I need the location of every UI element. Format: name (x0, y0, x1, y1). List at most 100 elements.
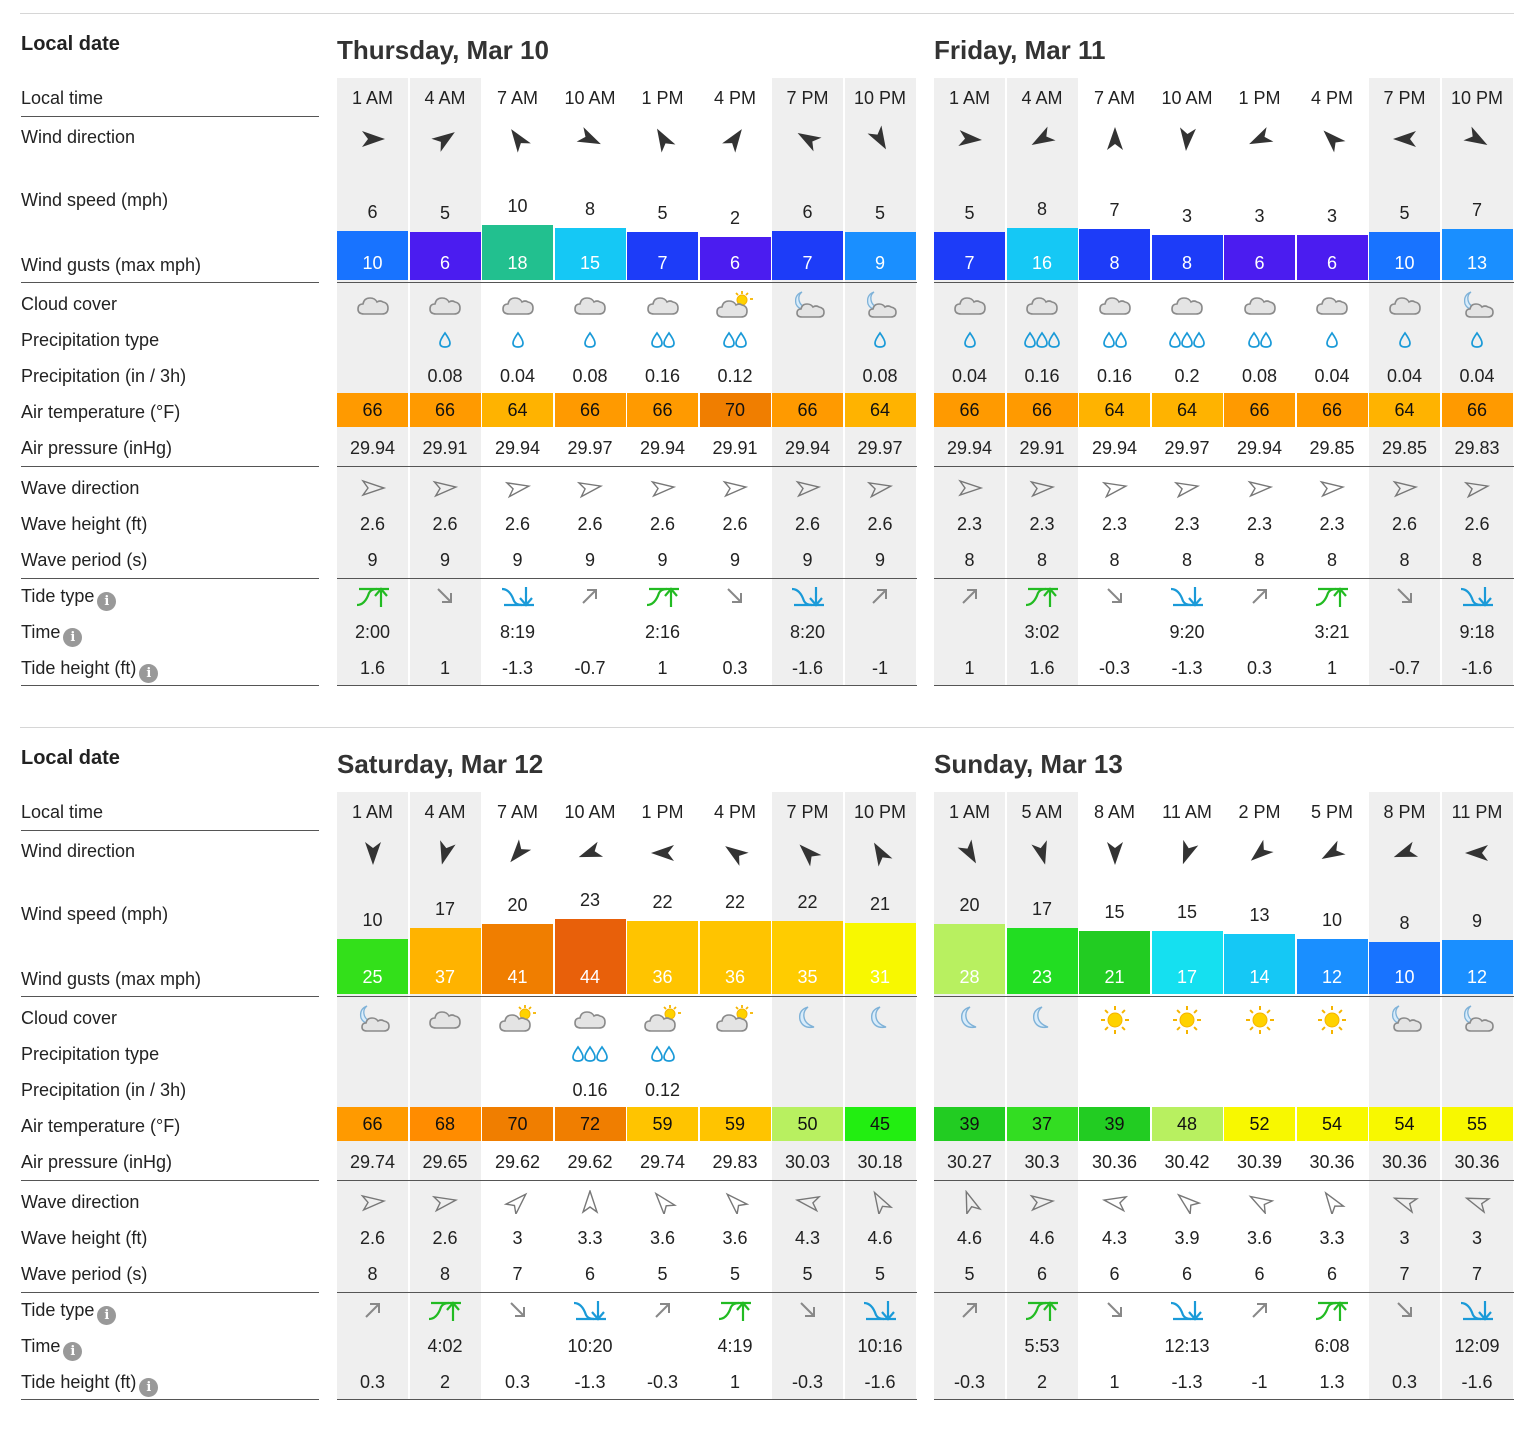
air-temperature-cell: 52 (1224, 1107, 1295, 1141)
wind-direction-arrow-icon (1442, 124, 1513, 154)
precipitation-value: 0.08 (862, 366, 898, 386)
wave-period-value: 9 (729, 550, 740, 570)
rain-drop-icon (1079, 331, 1150, 349)
tide-rise-icon (627, 1299, 698, 1321)
wave-direction-arrow-icon (772, 476, 843, 500)
air-pressure-value: 29.62 (494, 1152, 541, 1172)
wave-height-value: 2.3 (1246, 514, 1273, 534)
wind-gust-cell: 21 (1079, 960, 1150, 994)
wind-direction-arrow-icon (1152, 124, 1223, 154)
time-label: 11 PM (1451, 802, 1503, 822)
wind-gust-cell: 6 (699, 246, 771, 280)
wave-height-value: 2.6 (649, 514, 676, 534)
wind-speed-value: 10 (507, 196, 528, 216)
wind-direction-arrow-icon (627, 124, 698, 154)
label-tideh: Tide height (ft) i (21, 657, 319, 683)
tide-low-icon (555, 1299, 626, 1323)
air-pressure-value: 29.94 (784, 438, 831, 458)
label-text: Wave direction (21, 1192, 140, 1212)
wind-direction-arrow-icon (1297, 838, 1368, 868)
wave-direction-arrow-icon (1079, 1190, 1150, 1214)
tide-fall-icon (410, 585, 481, 607)
time-label: 1 AM (351, 88, 394, 108)
time-label: 8 AM (1093, 802, 1136, 822)
tide-time-value: 8:19 (499, 622, 536, 642)
tide-high-icon (337, 585, 408, 609)
wave-period-value: 8 (367, 1264, 378, 1284)
label-wavep: Wave period (s) (21, 549, 319, 571)
row-divider (337, 1180, 917, 1181)
info-icon[interactable]: i (139, 1378, 159, 1397)
info-icon[interactable]: i (63, 628, 83, 647)
tide-time-value: 10:20 (567, 1336, 613, 1356)
row-divider (934, 466, 1514, 467)
label-text: Air temperature (°F) (21, 1116, 181, 1136)
wave-direction-arrow-icon (1007, 1190, 1078, 1214)
air-pressure-value: 29.62 (567, 1152, 613, 1172)
air-pressure-value: 30.36 (1454, 1152, 1500, 1172)
cloudy-icon (482, 290, 553, 318)
sun-icon (1079, 1004, 1150, 1036)
wind-gust-cell: 14 (1224, 960, 1295, 994)
wind-gust-cell: 6 (1296, 246, 1368, 280)
label-temp: Air temperature (°F) (21, 401, 319, 423)
tide-fall-icon (772, 1299, 843, 1321)
wave-direction-arrow-icon (627, 1190, 698, 1214)
label-press: Air pressure (inHg) (21, 437, 319, 459)
tide-height-value: 0.3 (504, 1372, 531, 1392)
wave-period-value: 8 (1399, 550, 1410, 570)
wind-speed-value: 10 (362, 910, 383, 930)
wave-height-value: 2.3 (1029, 514, 1055, 534)
wave-direction-arrow-icon (700, 476, 771, 500)
wind-speed-value: 6 (802, 202, 813, 222)
wave-period-value: 9 (874, 550, 885, 570)
hour-column: 1 PM 3 6 0.08 66 29.94 2.3 8 0.3 (1224, 78, 1295, 685)
air-pressure-value: 29.94 (494, 438, 541, 458)
info-icon[interactable]: i (63, 1342, 83, 1361)
label-text: Local date (21, 33, 120, 55)
wind-gust-cell: 44 (554, 960, 626, 994)
air-pressure-value: 29.97 (1164, 438, 1210, 458)
wind-speed-value: 15 (1176, 902, 1198, 922)
rain-drop-icon (1297, 331, 1368, 349)
row-divider (934, 996, 1514, 997)
label-text: Tide type (21, 586, 95, 606)
air-pressure-value: 29.94 (1236, 438, 1283, 458)
air-pressure-value: 29.83 (712, 1152, 758, 1172)
partly-sunny-icon (700, 1004, 771, 1034)
moon-icon (772, 1004, 843, 1034)
info-icon[interactable]: i (139, 664, 159, 683)
tide-time-value: 9:18 (1459, 622, 1495, 642)
wind-direction-arrow-icon (1007, 124, 1078, 154)
row-divider (21, 1399, 319, 1400)
tide-low-icon (845, 1299, 916, 1323)
wind-gust-cell: 35 (772, 960, 843, 994)
label-text: Wave height (ft) (21, 514, 148, 534)
label-text: Air pressure (inHg) (21, 1152, 173, 1172)
wind-gust-cell: 23 (1006, 960, 1078, 994)
hour-column: 7 PM 22 35 50 30.03 4.3 5 -0.3 (772, 792, 843, 1399)
wind-speed-bar (1224, 934, 1295, 960)
air-pressure-value: 30.36 (1381, 1152, 1428, 1172)
time-label: 2 PM (1238, 802, 1281, 822)
time-label: 4 AM (424, 802, 466, 822)
label-text: Wind direction (21, 127, 136, 147)
info-icon[interactable]: i (97, 592, 117, 611)
wind-direction-arrow-icon (1297, 124, 1368, 154)
label-text: Precipitation (in / 3h) (21, 1080, 187, 1100)
air-temperature-cell: 70 (482, 1107, 553, 1141)
air-pressure-value: 29.97 (567, 438, 613, 458)
air-temperature-cell: 66 (554, 393, 626, 427)
precipitation-value: 0.16 (572, 1080, 608, 1100)
info-icon[interactable]: i (97, 1306, 117, 1325)
rain-drop-icon (1224, 331, 1295, 349)
wind-direction-arrow-icon (1079, 838, 1150, 868)
wave-period-value: 6 (584, 1264, 595, 1284)
tide-height-value: -1.3 (501, 658, 534, 678)
label-text: Local date (21, 747, 120, 769)
wave-period-value: 8 (964, 550, 975, 570)
hour-column: 5 PM 10 12 54 30.36 3.3 6 6:08 1.3 (1296, 792, 1368, 1399)
tide-low-icon (482, 585, 553, 609)
wave-height-value: 3 (512, 1228, 523, 1248)
tide-rise-icon (845, 585, 916, 607)
